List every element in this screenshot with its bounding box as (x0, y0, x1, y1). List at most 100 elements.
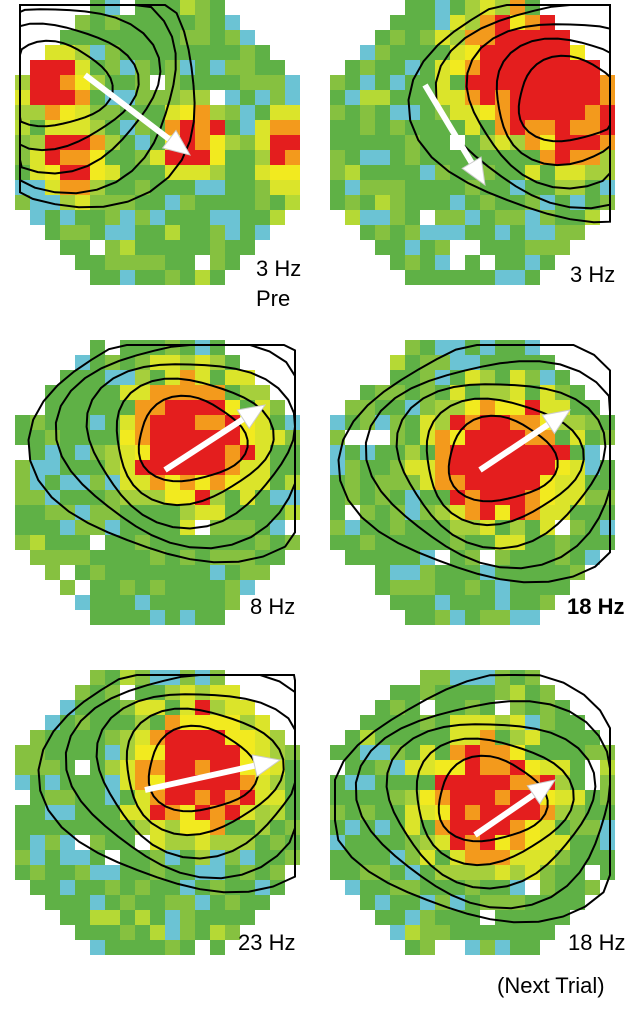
heat-cell (225, 30, 240, 45)
heat-cell (360, 120, 375, 135)
heat-cell (465, 715, 480, 730)
heat-cell (450, 240, 465, 255)
heat-cell (540, 565, 555, 580)
heat-cell (285, 835, 300, 850)
heat-cell (240, 820, 255, 835)
heat-cell (105, 910, 120, 925)
heat-cell (570, 505, 585, 520)
heat-cell (405, 610, 420, 625)
heat-cell (495, 700, 510, 715)
heat-cell (120, 460, 135, 475)
heat-cell (180, 895, 195, 910)
heat-cell (360, 865, 375, 880)
heat-cell (525, 340, 540, 355)
heat-cell (105, 730, 120, 745)
heat-cell (465, 210, 480, 225)
heat-cell (45, 550, 60, 565)
heat-cell (540, 715, 555, 730)
heat-cell (330, 75, 345, 90)
heat-cell (120, 45, 135, 60)
heat-cell (255, 535, 270, 550)
heat-cell (495, 760, 510, 775)
heat-cell (30, 550, 45, 565)
heat-cell (405, 910, 420, 925)
heat-cell (180, 400, 195, 415)
heat-cell (510, 730, 525, 745)
heat-cell (555, 30, 570, 45)
heat-cell (585, 90, 600, 105)
heat-cell (375, 445, 390, 460)
heat-cell (165, 210, 180, 225)
heat-cell (555, 225, 570, 240)
heat-cell (105, 610, 120, 625)
heat-cell (420, 60, 435, 75)
panel-note: (Next Trial) (497, 973, 605, 998)
heat-cell (480, 225, 495, 240)
heat-cell (225, 165, 240, 180)
heat-cell (120, 415, 135, 430)
heat-cell (270, 850, 285, 865)
heat-cell (570, 90, 585, 105)
heat-cell (450, 505, 465, 520)
heat-cell (495, 820, 510, 835)
heat-cell (150, 165, 165, 180)
heat-cell (570, 475, 585, 490)
heat-cell (210, 775, 225, 790)
heat-cell (405, 550, 420, 565)
heat-cell (90, 475, 105, 490)
heat-cell (165, 670, 180, 685)
heat-cell (150, 460, 165, 475)
heat-cell (180, 580, 195, 595)
heat-cell (105, 775, 120, 790)
heat-cell (180, 240, 195, 255)
heat-cell (330, 820, 345, 835)
heat-cell (15, 850, 30, 865)
heat-cell (225, 45, 240, 60)
heat-cell (450, 0, 465, 15)
heat-cell (180, 880, 195, 895)
heat-cell (435, 90, 450, 105)
heat-cell (225, 520, 240, 535)
heat-cell (390, 15, 405, 30)
heat-cell (135, 445, 150, 460)
arrow-head (251, 754, 282, 778)
heat-cell (210, 180, 225, 195)
heat-cell (390, 400, 405, 415)
heat-cell (600, 820, 615, 835)
heat-cell (585, 880, 600, 895)
heat-cell (285, 475, 300, 490)
heat-cell (225, 775, 240, 790)
heat-cell (90, 240, 105, 255)
heat-cell (525, 415, 540, 430)
heat-cell (585, 790, 600, 805)
heat-cell (570, 745, 585, 760)
heat-cell (180, 595, 195, 610)
heat-cell (135, 430, 150, 445)
heat-cell (270, 400, 285, 415)
heat-cell (405, 90, 420, 105)
heat-cell (465, 30, 480, 45)
heat-cell (240, 730, 255, 745)
heat-cell (540, 75, 555, 90)
heat-cell (255, 415, 270, 430)
heat-cell (270, 135, 285, 150)
heat-cell (480, 550, 495, 565)
heat-cell (120, 430, 135, 445)
heat-cell (270, 165, 285, 180)
heat-cell (525, 210, 540, 225)
heat-cell (240, 30, 255, 45)
heat-cell (270, 105, 285, 120)
heat-cell (120, 940, 135, 955)
heat-cell (15, 475, 30, 490)
heat-cell (180, 105, 195, 120)
heat-cell (90, 120, 105, 135)
heat-cell (225, 565, 240, 580)
heat-cell (210, 895, 225, 910)
heat-cell (450, 150, 465, 165)
heat-cell (255, 445, 270, 460)
heat-cell (45, 850, 60, 865)
heat-cell (195, 135, 210, 150)
heat-cell (150, 790, 165, 805)
heat-cell (60, 400, 75, 415)
heat-cell (135, 475, 150, 490)
